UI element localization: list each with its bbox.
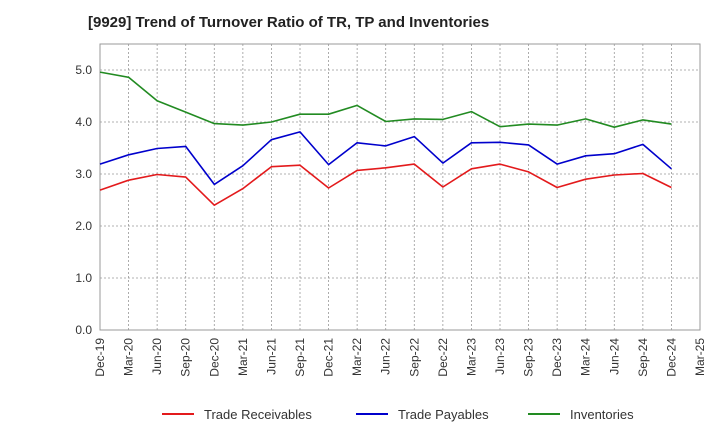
grid-layer	[99, 43, 701, 331]
x-tick-label: Dec-23	[550, 338, 564, 377]
x-tick-label: Dec-24	[664, 338, 678, 377]
x-tick-label: Mar-24	[579, 338, 593, 376]
x-tick-label: Sep-21	[293, 338, 307, 377]
axis-layer: 0.0 1.0 2.0 3.0 4.0 5.0 Dec-19 Mar-20 Jun-20 Sep-…	[75, 63, 707, 377]
y-tick-label: 5.0	[75, 63, 92, 77]
x-tick-label: Jun-20	[150, 338, 164, 375]
x-tick-label: Dec-20	[207, 338, 221, 377]
legend-label-0: Trade Receivables	[204, 407, 312, 422]
x-tick-label: Mar-23	[464, 338, 478, 376]
x-tick-label: Jun-24	[607, 338, 621, 375]
series-layer	[99, 71, 672, 206]
y-tick-label: 3.0	[75, 167, 92, 181]
x-tick-label: Sep-22	[407, 338, 421, 377]
x-tick-label: Mar-21	[236, 338, 250, 376]
x-tick-label: Jun-23	[493, 338, 507, 375]
x-tick-label: Sep-23	[522, 338, 536, 377]
y-tick-label: 4.0	[75, 115, 92, 129]
legend: Trade Receivables Trade Payables Inventori…	[162, 407, 634, 422]
legend-label-1: Trade Payables	[398, 407, 489, 422]
legend-label-2: Inventories	[570, 407, 634, 422]
y-tick-label: 1.0	[75, 271, 92, 285]
y-tick-label: 2.0	[75, 219, 92, 233]
x-tick-label: Dec-21	[322, 338, 336, 377]
x-tick-label: Mar-20	[122, 338, 136, 376]
x-tick-label: Jun-21	[264, 338, 278, 375]
x-tick-label: Dec-19	[93, 338, 107, 377]
plot-frame	[99, 43, 701, 331]
series-line-2	[99, 71, 672, 128]
x-tick-label: Mar-25	[693, 338, 707, 376]
y-tick-label: 0.0	[75, 323, 92, 337]
series-line-1	[99, 131, 672, 186]
x-tick-label: Dec-22	[436, 338, 450, 377]
chart-title: [9929] Trend of Turnover Ratio of TR, TP…	[88, 14, 490, 31]
x-tick-label: Jun-22	[379, 338, 393, 375]
x-tick-label: Sep-20	[179, 338, 193, 377]
x-tick-label: Sep-24	[636, 338, 650, 377]
series-line-0	[99, 163, 672, 206]
x-tick-label: Mar-22	[350, 338, 364, 376]
